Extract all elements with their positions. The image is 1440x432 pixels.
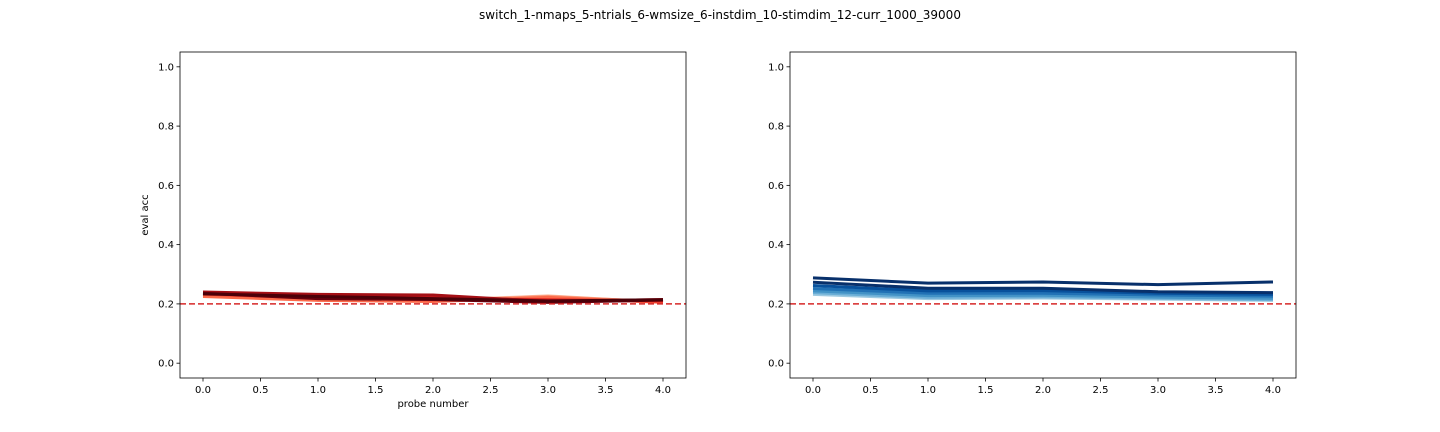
figure-title: switch_1-nmaps_5-ntrials_6-wmsize_6-inst… bbox=[479, 8, 961, 22]
y-axis-label: eval acc bbox=[140, 194, 151, 235]
axes-frame bbox=[789, 51, 1297, 379]
x-axis-label: probe number bbox=[397, 399, 469, 410]
series-line-7 bbox=[202, 292, 664, 303]
series-line-5 bbox=[812, 280, 1274, 295]
y-tick-label: 0.0 bbox=[158, 359, 174, 370]
axes-frame bbox=[179, 51, 687, 379]
x-tick-label: 2.0 bbox=[1035, 385, 1051, 396]
y-tick-label: 0.0 bbox=[768, 359, 784, 370]
y-tick-label: 0.6 bbox=[158, 181, 174, 192]
x-tick-label: 2.5 bbox=[1093, 385, 1109, 396]
y-tick-label: 0.6 bbox=[768, 181, 784, 192]
x-tick-label: 4.0 bbox=[655, 385, 671, 396]
x-tick-label: 2.0 bbox=[425, 385, 441, 396]
x-tick-label: 2.5 bbox=[483, 385, 499, 396]
x-tick-label: 0.5 bbox=[863, 385, 879, 396]
right-panel: 0.0 0.5 1.0 1.5 2.0 2.5 3.0 3.5 4.0 0.0 0.2 0.4 0.6 0… bbox=[768, 51, 1297, 396]
y-tick-label: 0.8 bbox=[768, 122, 784, 133]
x-tick-label: 3.5 bbox=[598, 385, 614, 396]
y-tick-label: 0.4 bbox=[768, 240, 784, 251]
x-tick-label: 3.0 bbox=[540, 385, 556, 396]
series-line-3 bbox=[812, 287, 1274, 298]
left-panel: 0.0 0.5 1.0 1.5 2.0 2.5 3.0 3.5 4.0 0.0 0.2 0.4 0.6 0… bbox=[140, 51, 687, 410]
x-tick-label: 0.5 bbox=[253, 385, 269, 396]
y-tick-label: 0.4 bbox=[158, 240, 174, 251]
x-tick-label: 0.0 bbox=[805, 385, 821, 396]
x-tick-label: 3.5 bbox=[1208, 385, 1224, 396]
x-tick-label: 4.0 bbox=[1265, 385, 1281, 396]
x-tick-label: 1.5 bbox=[368, 385, 384, 396]
series-line-6 bbox=[812, 276, 1274, 287]
x-tick-label: 3.0 bbox=[1150, 385, 1166, 396]
x-tick-label: 1.5 bbox=[978, 385, 994, 396]
x-tick-label: 1.0 bbox=[310, 385, 326, 396]
series-line-4 bbox=[812, 284, 1274, 296]
y-tick-label: 0.2 bbox=[768, 299, 784, 310]
series-line-2 bbox=[812, 289, 1274, 300]
y-tick-label: 0.8 bbox=[158, 122, 174, 133]
y-tick-label: 1.0 bbox=[158, 62, 174, 73]
y-tick-label: 1.0 bbox=[768, 62, 784, 73]
x-tick-label: 0.0 bbox=[195, 385, 211, 396]
x-tick-label: 1.0 bbox=[920, 385, 936, 396]
y-tick-label: 0.2 bbox=[158, 299, 174, 310]
